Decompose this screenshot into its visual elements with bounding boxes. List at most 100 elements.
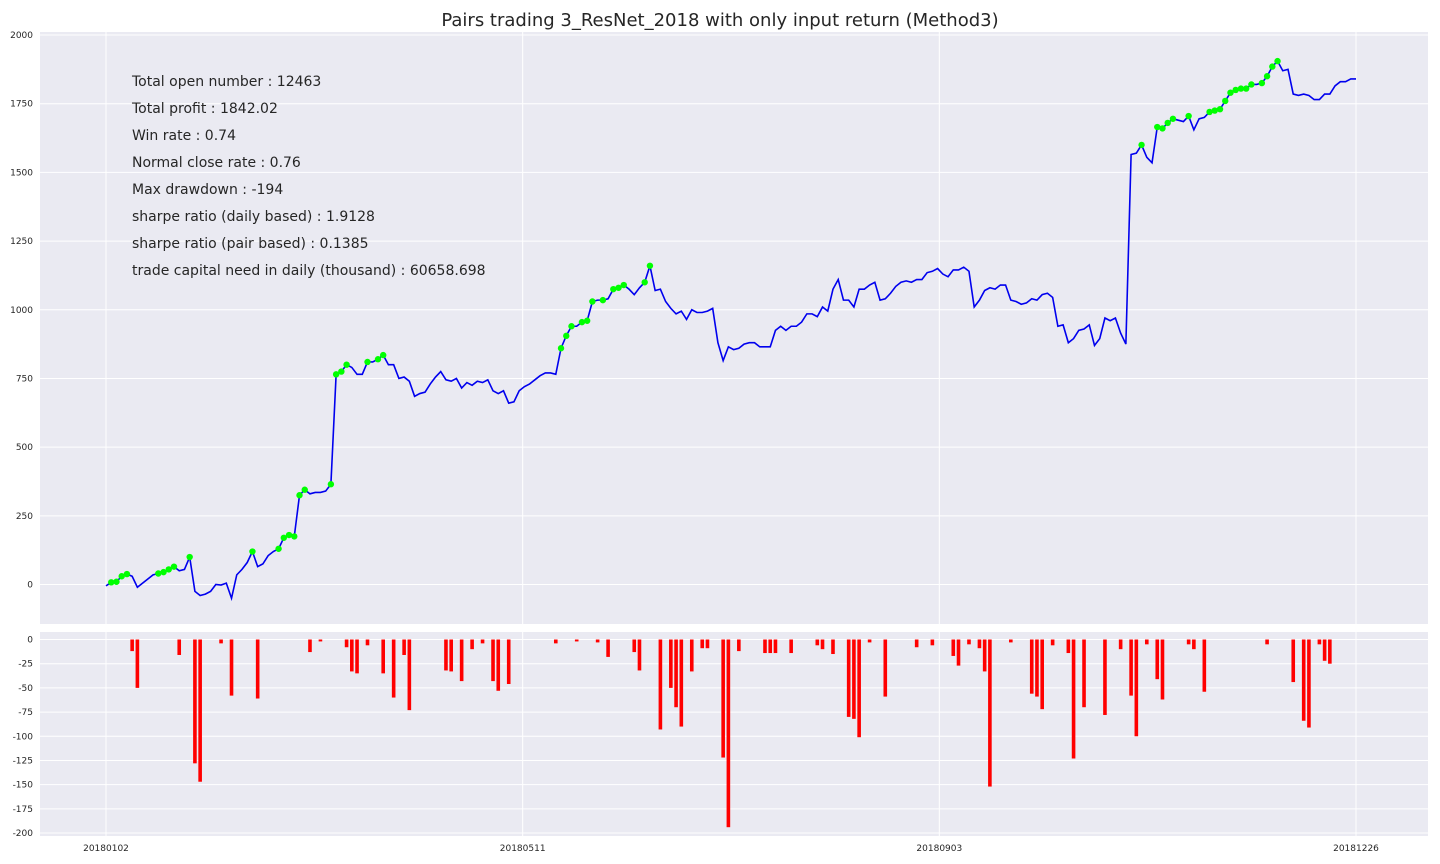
drawdown-bar (1328, 639, 1332, 664)
y-tick-label: -25 (18, 660, 33, 670)
trade-marker (578, 318, 586, 326)
x-tick-label: 20181226 (1333, 844, 1379, 854)
drawdown-bar (700, 639, 705, 649)
cumulative-profit-panel: 0 250 500 750 1000 1250 1500 1750 2000 Total open… (10, 31, 1428, 624)
drawdown-bar (967, 639, 971, 645)
y-tick-label: -50 (18, 684, 33, 694)
drawdown-bar (1265, 639, 1269, 645)
drawdown-bar (365, 639, 370, 646)
trade-marker (1206, 108, 1213, 116)
drawdown-bar (883, 639, 888, 697)
trade-marker (563, 332, 570, 340)
drawdown-bar (914, 639, 919, 648)
drawdown-bar (679, 639, 684, 727)
drawdown-bar (449, 639, 453, 672)
y-tick-label: -175 (13, 805, 33, 815)
trade-marker (343, 361, 350, 368)
drawdown-bar (506, 639, 511, 685)
drawdown-bar (1160, 639, 1165, 700)
trade-marker (568, 323, 575, 330)
y-tick-label: -200 (13, 829, 34, 839)
trade-marker (374, 356, 382, 363)
drawdown-bar (1040, 639, 1044, 710)
trade-marker (327, 481, 335, 488)
drawdown-bar (459, 639, 464, 682)
drawdown-bar (721, 639, 725, 758)
trade-marker (1222, 97, 1229, 105)
drawdown-bar (1202, 639, 1207, 692)
trade-marker (170, 563, 178, 570)
stat-line: trade capital need in daily (thousand) :… (132, 263, 486, 279)
drawdown-bar (470, 639, 474, 650)
drawdown-bar (763, 639, 767, 654)
trade-marker (1258, 79, 1266, 87)
y-tick-label: -150 (13, 781, 34, 791)
drawdown-bar (553, 639, 558, 644)
drawdown-bar (391, 639, 396, 698)
drawdown-bar (491, 639, 495, 682)
y-tick-label: -75 (18, 708, 33, 718)
trade-marker (1164, 119, 1171, 127)
trade-marker (291, 533, 298, 540)
stat-line: Normal close rate : 0.76 (132, 155, 301, 171)
drawdown-bar (381, 639, 385, 674)
drawdown-bar (930, 639, 935, 646)
trade-marker (557, 345, 565, 352)
stat-line: sharpe ratio (pair based) : 0.1385 (132, 236, 369, 252)
trade-marker (338, 368, 345, 375)
drawdown-bar (669, 639, 673, 688)
trade-marker (1242, 85, 1250, 92)
drawdown-bar (1082, 639, 1086, 708)
drawdown-bar (951, 639, 956, 656)
drawdown-bar (815, 639, 820, 646)
trade-marker (1154, 123, 1161, 131)
trade-marker (599, 296, 607, 304)
y-tick-label: 1500 (10, 168, 33, 178)
drawdown-bar (574, 639, 579, 642)
drawdown-bar (726, 639, 731, 828)
trade-marker (108, 579, 115, 586)
drawdown-bar (1144, 639, 1149, 645)
trade-marker (1216, 105, 1224, 113)
y-tick-label: 0 (27, 636, 33, 646)
drawdown-bar (1307, 639, 1311, 728)
trade-marker (186, 553, 193, 561)
drawdown-bar (1155, 639, 1160, 680)
drawdown-bar (956, 639, 961, 666)
y-tick-label: 1250 (10, 237, 33, 247)
drawdown-bar (789, 639, 793, 654)
drawdown-bar (1317, 639, 1322, 645)
drawdown-bar (1118, 639, 1123, 650)
drawdown-bar (674, 639, 678, 708)
drawdown-bar (689, 639, 694, 672)
drawdown-bar (1301, 639, 1306, 721)
drawdown-bar (496, 639, 501, 691)
chart-title: Pairs trading 3_ResNet_2018 with only in… (441, 10, 998, 31)
drawdown-bar (857, 639, 861, 738)
plot-area (40, 632, 1428, 836)
drawdown-bar (1291, 639, 1296, 683)
drawdown-bar (402, 639, 406, 655)
trade-marker (1169, 115, 1177, 122)
y-tick-label: 2000 (10, 31, 33, 41)
drawdown-bar (768, 639, 773, 654)
y-tick-label: 1750 (10, 100, 33, 110)
profit-line (105, 59, 1356, 602)
y-tick-label: 0 (27, 581, 33, 591)
trade-marker (646, 262, 654, 269)
trade-marker (620, 281, 627, 289)
drawdown-bar (1050, 639, 1055, 646)
drawdown-bar (831, 639, 835, 655)
drawdown-bar (308, 639, 312, 653)
stat-line: sharpe ratio (daily based) : 1.9128 (132, 209, 375, 225)
y-tick-label: 250 (16, 512, 33, 522)
drawdown-bar (977, 639, 982, 649)
stat-line: Total open number : 12463 (131, 74, 321, 90)
trade-marker (1211, 107, 1218, 114)
drawdown-bar (407, 639, 412, 711)
drawdown-bar (852, 639, 856, 719)
drawdown-bar (193, 639, 197, 764)
trade-marker (1237, 85, 1245, 92)
y-tick-label: 750 (16, 374, 33, 384)
